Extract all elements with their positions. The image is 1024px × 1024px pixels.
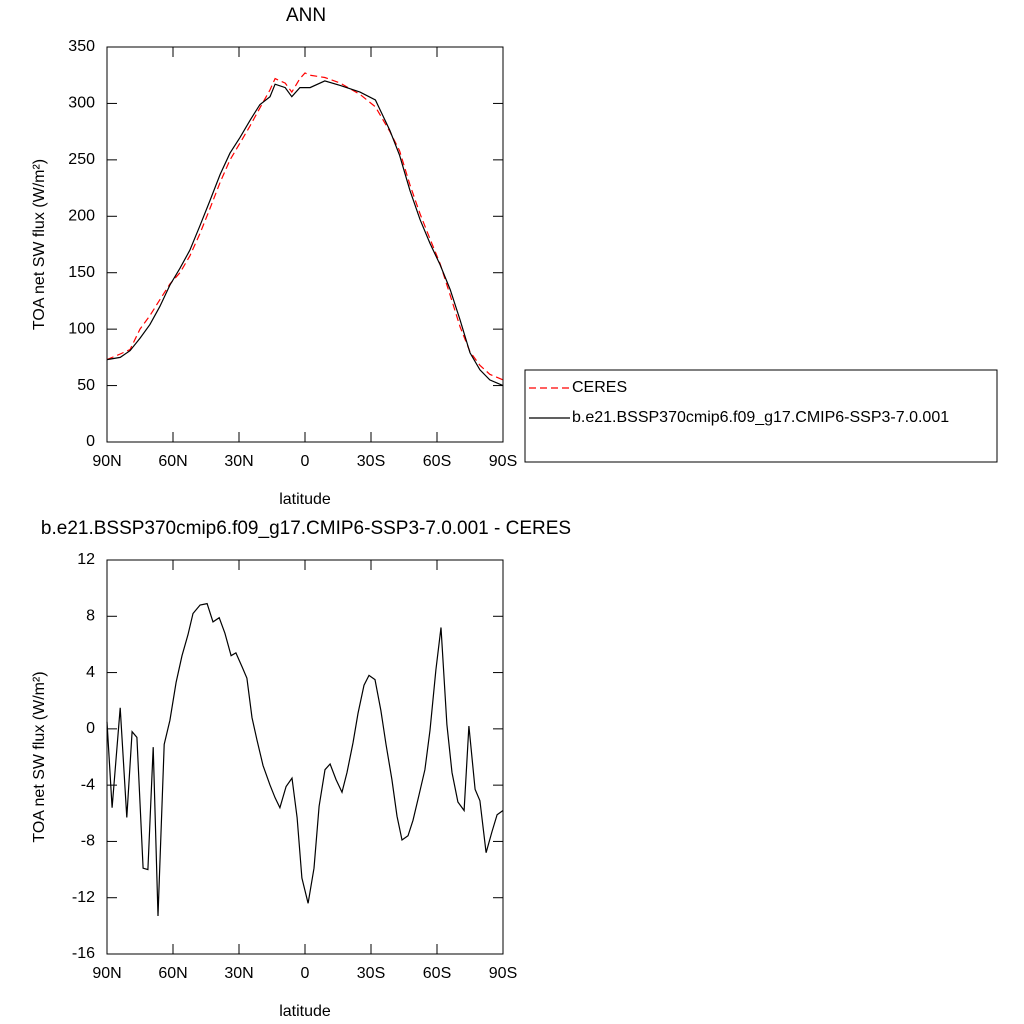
x-tick-label: 90S (489, 453, 517, 470)
x-tick-label: 30N (224, 453, 253, 470)
x-tick-label: 60S (423, 965, 451, 982)
chart-title: ANN (286, 5, 326, 26)
y-tick-label: 4 (86, 664, 95, 681)
y-tick-label: 0 (86, 720, 95, 737)
y-tick-label: 300 (68, 95, 95, 112)
data-line (106, 80, 504, 387)
y-tick-label: 8 (86, 608, 95, 625)
y-tick-label: 350 (68, 38, 95, 55)
x-tick-label: 60N (158, 453, 187, 470)
y-tick-label: 150 (68, 264, 95, 281)
chart-title: b.e21.BSSP370cmip6.f09_g17.CMIP6-SSP3-7.… (41, 518, 571, 539)
x-tick-label: 0 (301, 453, 310, 470)
legend-label: CERES (572, 379, 627, 396)
data-line (106, 72, 504, 381)
plot-frame (106, 559, 504, 955)
y-tick-label: -4 (81, 776, 95, 793)
x-tick-label: 90N (92, 965, 121, 982)
plot-frame (106, 46, 504, 443)
x-tick-label: 30S (357, 453, 385, 470)
y-tick-label: 250 (68, 151, 95, 168)
x-axis-label: latitude (279, 1003, 331, 1020)
y-tick-label: 100 (68, 320, 95, 337)
y-tick-label: 50 (77, 377, 95, 394)
y-tick-label: 0 (86, 433, 95, 450)
x-tick-label: 0 (301, 965, 310, 982)
x-tick-label: 30N (224, 965, 253, 982)
y-tick-label: 200 (68, 208, 95, 225)
x-tick-label: 60S (423, 453, 451, 470)
legend-label: b.e21.BSSP370cmip6.f09_g17.CMIP6-SSP3-7.… (572, 409, 949, 426)
x-tick-label: 90N (92, 453, 121, 470)
y-axis-label: TOA net SW flux (W/m²) (31, 671, 48, 842)
legend-box (524, 369, 998, 463)
y-tick-label: -12 (72, 889, 95, 906)
x-tick-label: 30S (357, 965, 385, 982)
x-tick-label: 60N (158, 965, 187, 982)
y-tick-label: -16 (72, 945, 95, 962)
y-tick-label: 12 (77, 551, 95, 568)
x-axis-label: latitude (279, 491, 331, 508)
y-tick-label: -8 (81, 833, 95, 850)
data-line (106, 602, 504, 917)
y-axis-label: TOA net SW flux (W/m²) (31, 159, 48, 330)
x-tick-label: 90S (489, 965, 517, 982)
